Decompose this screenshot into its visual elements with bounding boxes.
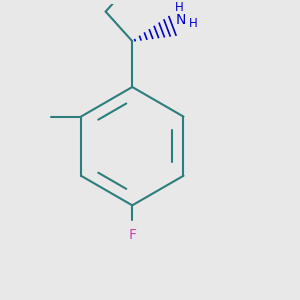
Text: H: H	[189, 17, 198, 30]
Text: F: F	[128, 227, 136, 242]
Text: H: H	[175, 1, 184, 13]
Text: N: N	[176, 14, 186, 28]
